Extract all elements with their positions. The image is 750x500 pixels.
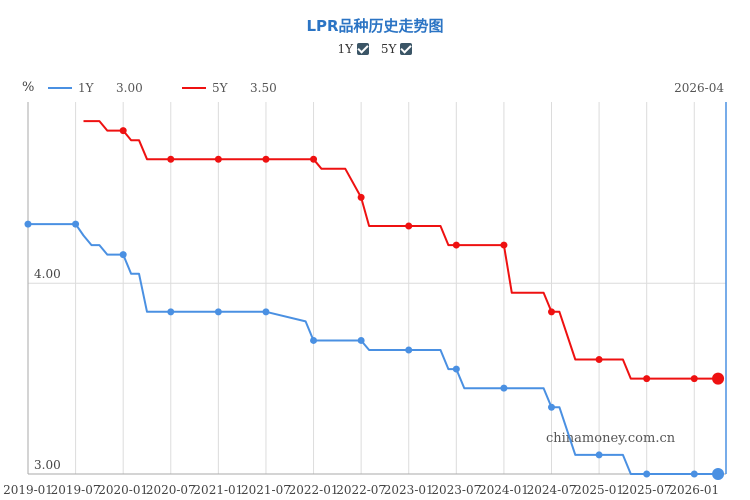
x-tick-label: 2021-07 (241, 483, 291, 497)
x-tick-label: 2020-07 (146, 483, 196, 497)
series-1y-point[interactable] (595, 451, 603, 459)
series-1y-point[interactable] (500, 384, 508, 392)
toggle-1y[interactable]: 1Y (338, 42, 370, 56)
series-1y-point[interactable] (712, 468, 725, 480)
series-5y-line (83, 120, 719, 380)
x-tick-label: 2021-01 (193, 483, 243, 497)
series-5y-point[interactable] (690, 375, 698, 383)
x-tick-label: 2025-01 (574, 483, 624, 497)
x-tick-label: 2019-07 (51, 483, 101, 497)
series-5y-point[interactable] (167, 155, 175, 163)
series-1y-point[interactable] (310, 336, 318, 344)
x-tick-label: 2019-01 (3, 483, 53, 497)
series-5y-point[interactable] (548, 308, 555, 316)
unit-label: % (22, 80, 34, 95)
x-tick-label: 2020-01 (98, 483, 148, 497)
toggle-5y-label: 5Y (380, 42, 397, 56)
series-5y-point[interactable] (452, 241, 460, 249)
toggle-1y-label: 1Y (337, 42, 354, 56)
series-1y-point[interactable] (214, 308, 222, 316)
x-tick-label: 2023-07 (431, 483, 481, 497)
x-tick-label: 2026-01 (669, 483, 719, 497)
series-5y-point[interactable] (214, 155, 222, 163)
y-tick-label: 4.00 (34, 267, 61, 281)
x-tick-label: 2022-07 (336, 483, 386, 497)
series-5y-point[interactable] (310, 155, 318, 163)
legend-1y-value: 3.00 (116, 81, 143, 95)
x-tick-label: 2025-07 (622, 483, 672, 497)
series-5y-point[interactable] (595, 356, 603, 364)
series-1y-point[interactable] (405, 346, 413, 354)
series-1y-point[interactable] (262, 308, 270, 316)
legend-5y-value: 3.50 (250, 81, 277, 95)
series-5y-point[interactable] (712, 372, 725, 385)
series-1y-point[interactable] (72, 220, 80, 228)
chart-title: LPR品种历史走势图 (306, 17, 444, 35)
series-5y-point[interactable] (405, 222, 413, 230)
toggle-5y[interactable]: 5Y (381, 42, 413, 56)
x-tick-label: 2023-01 (384, 483, 434, 497)
series-1y-point[interactable] (357, 336, 365, 344)
x-tick-label: 2024-01 (479, 483, 529, 497)
legend-1y-name: 1Y (78, 81, 95, 95)
series-5y-point[interactable] (119, 127, 127, 135)
series-1y-point[interactable] (452, 365, 460, 373)
series-5y-point[interactable] (262, 155, 270, 163)
series-1y-point[interactable] (548, 403, 555, 411)
series-5y-point[interactable] (357, 193, 365, 201)
series-1y-point[interactable] (24, 220, 32, 228)
y-tick-label: 3.00 (34, 458, 61, 472)
series-5y-point[interactable] (500, 241, 508, 249)
series-5y-point[interactable] (643, 375, 651, 383)
cursor-date-label: 2026-04 (674, 81, 724, 95)
toggle-1y-checkbox[interactable] (357, 43, 370, 55)
series-1y-point[interactable] (119, 251, 127, 259)
series-1y-point[interactable] (690, 470, 698, 478)
toggle-5y-checkbox[interactable] (400, 43, 413, 55)
series-toggles: 1Y 5Y (0, 42, 750, 56)
series-1y-point[interactable] (167, 308, 175, 316)
series-1y-point[interactable] (643, 470, 651, 478)
x-tick-label: 2024-07 (527, 483, 577, 497)
x-tick-label: 2022-01 (289, 483, 339, 497)
watermark: chinamoney.com.cn (546, 431, 676, 446)
legend-5y-name: 5Y (212, 81, 229, 95)
